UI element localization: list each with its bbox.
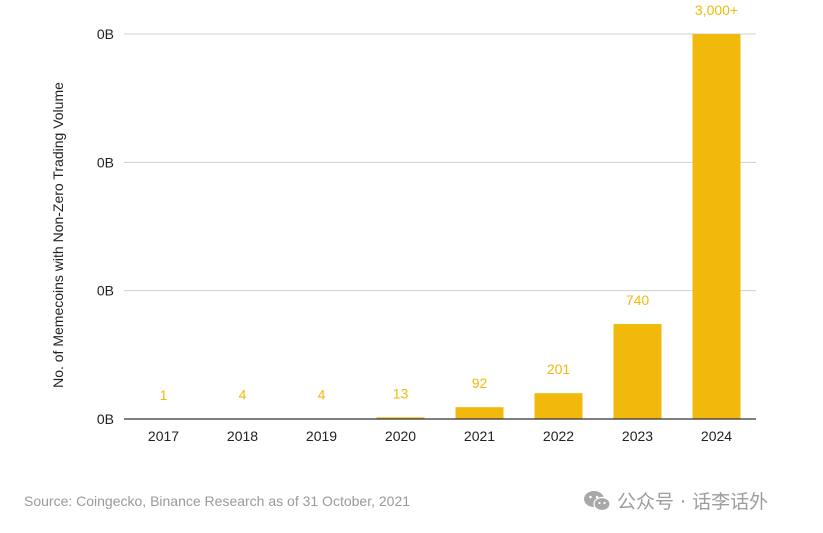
x-tick-label: 2018 <box>227 428 258 444</box>
bar <box>376 417 425 419</box>
wechat-icon <box>584 490 611 511</box>
source-note: Source: Coingecko, Binance Research as o… <box>24 493 411 509</box>
bar <box>534 393 583 419</box>
x-tick-label: 2019 <box>306 428 337 444</box>
data-label: 92 <box>472 375 488 391</box>
data-label: 1 <box>160 387 168 403</box>
watermark: 公众号 · 话李话外 <box>583 487 768 514</box>
bar <box>692 34 741 419</box>
x-tick-label: 2020 <box>385 428 416 444</box>
bar <box>455 407 504 419</box>
data-label: 13 <box>393 385 409 401</box>
x-tick-label: 2021 <box>464 428 495 444</box>
y-tick-label: 0B <box>97 411 114 427</box>
data-label: 740 <box>626 292 650 308</box>
x-tick-label: 2024 <box>701 428 732 444</box>
data-label: 3,000+ <box>695 2 738 18</box>
data-labels: 1 4 4 13 92 201 740 3,000+ <box>160 2 739 403</box>
data-label: 4 <box>239 386 247 402</box>
x-tick-label: 2023 <box>622 428 653 444</box>
y-axis-label: No. of Memecoins with Non-Zero Trading V… <box>50 82 66 388</box>
y-tick-labels: 0B 0B 0B 0B <box>97 26 114 427</box>
y-tick-label: 0B <box>97 26 114 42</box>
x-tick-label: 2017 <box>148 428 179 444</box>
watermark-text: 公众号 · 话李话外 <box>617 491 769 513</box>
x-tick-label: 2022 <box>543 428 574 444</box>
bar <box>613 324 662 419</box>
data-label: 201 <box>547 361 571 377</box>
x-tick-labels: 2017 2018 2019 2020 2021 2022 2023 2024 <box>148 428 732 444</box>
gridlines <box>124 33 756 292</box>
y-tick-label: 0B <box>97 154 114 170</box>
bars <box>139 34 741 419</box>
data-label: 4 <box>318 386 326 402</box>
y-tick-label: 0B <box>97 283 114 299</box>
